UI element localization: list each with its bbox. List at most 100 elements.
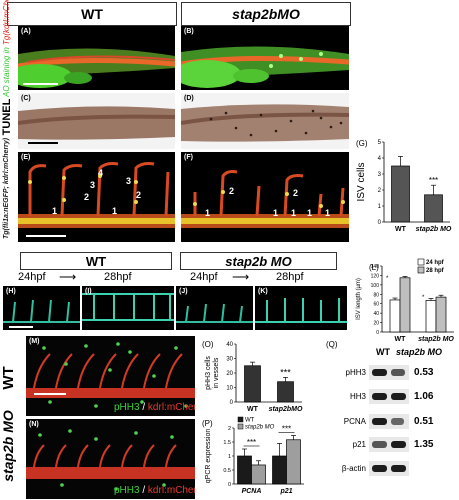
panel-label-k: (K) (258, 288, 268, 295)
bar (251, 464, 266, 485)
arrow-mo: ⟶ (232, 270, 250, 284)
chart-g: 0 1 2 3 4 5 ISV cells WT stap2b MO *** (356, 140, 452, 233)
panel-f: (F) 1 2 2 1 1 1 1 (181, 152, 349, 242)
band (372, 441, 387, 448)
band (372, 465, 387, 472)
y-tick-label: 1.5 (223, 440, 231, 446)
x-tick-label: WT (395, 336, 407, 343)
panel-b: (B) (181, 26, 349, 90)
blot-label: pHH3 (345, 368, 366, 377)
marker: * (422, 295, 425, 301)
bar (244, 365, 261, 403)
vessel-i (82, 293, 174, 321)
y-tick-label: 5 (378, 140, 382, 146)
significance-marker: *** (247, 438, 256, 447)
timepoint-28-wt: 28hpf (104, 271, 132, 283)
x-tick-label: stap2b MO (416, 226, 452, 233)
x-tick-label: WT (395, 226, 407, 233)
bar (399, 277, 411, 333)
bar (424, 194, 443, 223)
row-label-tunel: TUNEL (1, 98, 13, 136)
vessel-j (176, 303, 253, 323)
y-tick-label: 0 (376, 330, 379, 336)
legend-swatch (237, 416, 244, 423)
phh3-fluorescence-m (26, 342, 195, 408)
band (391, 393, 406, 400)
blot-row-p21 (369, 437, 409, 452)
blot-header-mo: stap2b MO (396, 347, 443, 357)
legend-label: WT (245, 418, 255, 424)
blot-value: 0.53 (414, 367, 434, 378)
row-label-wt-m: WT (0, 366, 17, 390)
panel-label-q: (Q) (326, 340, 338, 349)
panel-label-g: (G) (356, 139, 368, 148)
y-axis-label: ISV length (µm) (356, 278, 362, 320)
fish-tunel-d (181, 104, 349, 142)
panel-n: (N) pHH3 / kdrl:mCherry (26, 419, 195, 499)
mid-header-wt-text: WT (85, 253, 107, 269)
significance-marker: *** (429, 176, 438, 185)
isv-number: 1 (205, 208, 211, 218)
header-wt-text: WT (81, 6, 103, 22)
marker: * (386, 276, 389, 282)
bar (435, 296, 447, 333)
x-tick-label: PCNA (242, 488, 262, 495)
panel-c: (C) (18, 93, 175, 149)
panel-j: (J) (176, 286, 253, 330)
band (391, 441, 406, 448)
panel-label-h: (H) (6, 288, 16, 295)
isv-number: 3 (90, 180, 96, 190)
chart-o: 0 10 20 30 40 pHH3 cellsin vessels WT stap2bMO *… (205, 342, 303, 413)
legend-label: stap2b MO (245, 425, 275, 431)
isv-fluorescence-e (18, 162, 175, 237)
panel-d: (D) (181, 93, 349, 149)
isv-number: 1 (307, 208, 313, 218)
chart-p: 0 0.5 1 1.5 2 qPCR expression PCNA p21 WTstap2b … (205, 416, 304, 495)
y-tick-label: 0.5 (223, 468, 231, 474)
bar (272, 455, 287, 485)
row-label-fli: Tg(fli1a:nEGFP; kdrl:mCherry) (3, 137, 10, 239)
blot-row-pcna (369, 414, 409, 429)
panel-e: (E) 1 2 3 4 1 2 3 (18, 152, 175, 242)
row-label-ao-red: Tg(kdrl:mCherry) (2, 0, 11, 45)
y-tick-label: 30 (226, 357, 233, 363)
bar (237, 455, 252, 485)
panel-label-j: (J) (179, 288, 188, 295)
panel-a: (A) (18, 26, 175, 90)
panel-label-i: (I) (85, 288, 92, 295)
blot-row-phh3 (369, 365, 409, 380)
isv-number: 2 (293, 188, 299, 198)
y-tick-label: 1 (378, 204, 382, 210)
y-tick-label: 1 (228, 454, 231, 460)
bar (425, 300, 437, 333)
overlay-green: pHH3 (114, 402, 140, 413)
y-tick-label: 120 (371, 273, 380, 279)
row-label-ao: AO staining in Tg(kdrl:mCherry) (2, 0, 14, 97)
panel-label-c: (C) (21, 95, 31, 102)
chart-l: 0 20 40 60 80 100 120 140 ISV length (µm) WT stap2… (356, 258, 454, 343)
row-label-ao-green: AO staining (2, 55, 11, 97)
blot-row-actin (369, 461, 409, 476)
mid-header-mo: stap2b MO (180, 252, 337, 270)
isv-number: 1 (112, 206, 118, 216)
y-tick-label: 40 (226, 342, 233, 348)
significance-marker: *** (280, 367, 291, 377)
isv-number: 2 (136, 190, 142, 200)
y-tick-label: 2 (228, 426, 231, 432)
mid-header-mo-text: stap2b MO (225, 253, 292, 269)
band (391, 369, 405, 376)
panel-k: (K) (255, 286, 347, 330)
panel-i: (I) (82, 286, 174, 330)
header-mo: stap2bMO (181, 2, 351, 26)
panel-label-n: (N) (29, 421, 39, 428)
panel-h: (H) (3, 286, 80, 330)
x-tick-label: p21 (279, 488, 292, 495)
x-tick-label: stap2bMO (269, 406, 303, 413)
legend-label: 24 hpf (426, 260, 445, 266)
band (372, 369, 387, 376)
band (391, 465, 406, 472)
timepoint-24-mo: 24hpf (190, 271, 218, 283)
band (372, 393, 387, 400)
overlay-label-n: pHH3 / kdrl:mCherry (114, 485, 195, 496)
legend-label: 28 hpf (426, 268, 445, 274)
